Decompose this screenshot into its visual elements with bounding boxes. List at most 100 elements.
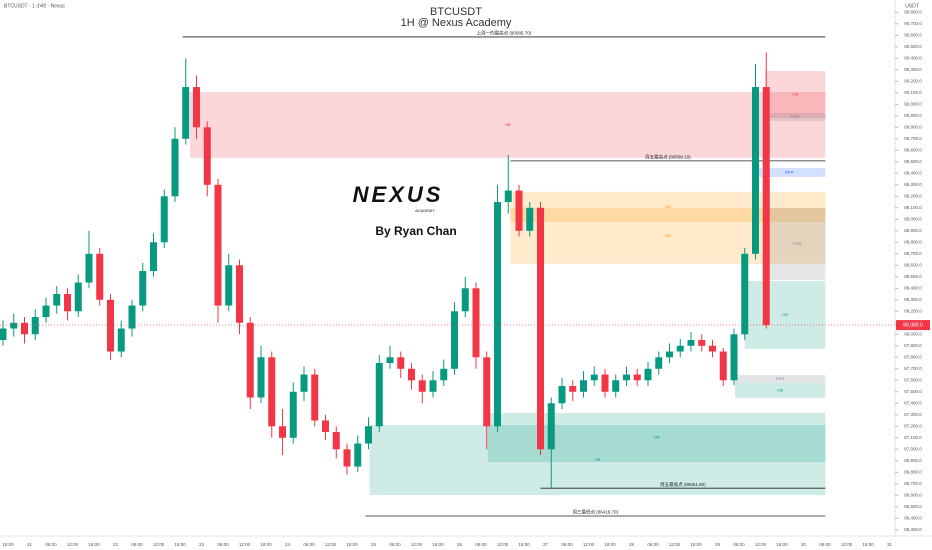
- candle-body: [257, 357, 265, 398]
- y-tick-label: 89,600.0: [904, 147, 922, 152]
- y-tick-label: 89,300.0: [904, 182, 922, 187]
- candle-body: [730, 334, 738, 381]
- candle-body: [107, 299, 114, 352]
- y-tick-label: 87,500.0: [904, 389, 922, 394]
- y-tick-label: 86,900.0: [904, 458, 922, 463]
- y-tick-label: 89,500.0: [904, 159, 922, 164]
- candle-body: [246, 322, 254, 398]
- candle-body: [461, 288, 469, 312]
- candle-body: [429, 380, 437, 392]
- candle-body: [709, 345, 716, 352]
- last-price-label: 88,080.0: [903, 322, 923, 328]
- y-tick-label: 90,800.0: [904, 9, 922, 14]
- x-tick-label: 22: [113, 542, 119, 547]
- x-tick-label: 18:00: [88, 542, 100, 547]
- candle-body: [375, 363, 383, 427]
- zone-label: FVG: [791, 114, 799, 119]
- chart-subtitle: 1H @ Nexus Academy: [401, 17, 512, 29]
- candle-body: [10, 322, 18, 329]
- candle-body: [85, 253, 93, 283]
- candle-body: [494, 202, 501, 427]
- x-tick-label: 18:00: [604, 542, 616, 547]
- candle-body: [644, 368, 652, 381]
- y-tick-label: 86,500.0: [904, 504, 922, 509]
- y-tick-label: 86,400.0: [904, 515, 922, 520]
- x-tick-label: 23: [199, 542, 205, 547]
- candle-body: [42, 305, 50, 318]
- y-tick-label: 87,800.0: [904, 354, 922, 359]
- y-tick-label: 87,900.0: [904, 343, 922, 348]
- candle-body: [601, 374, 609, 392]
- y-tick-label: 88,900.0: [904, 228, 922, 233]
- y-tick-label: 88,500.0: [904, 274, 922, 279]
- candle-body: [590, 374, 598, 381]
- zone-label: FVG: [776, 376, 784, 381]
- zone: [744, 280, 826, 349]
- zone: [510, 207, 826, 264]
- y-tick-label: 87,100.0: [904, 435, 922, 440]
- candle-body: [150, 242, 157, 272]
- candle-body: [762, 87, 770, 326]
- x-tick-label: 18:00: [260, 542, 272, 547]
- candle-body: [236, 265, 243, 323]
- zone: [369, 425, 826, 496]
- zone: [765, 70, 826, 118]
- candle-body: [537, 207, 544, 450]
- candle-body: [64, 294, 71, 312]
- y-tick-label: 90,600.0: [904, 32, 922, 37]
- candle-body: [547, 403, 555, 450]
- level-label: 上周一的最高点 (90585.70): [477, 30, 532, 37]
- y-tick-label: 88,400.0: [904, 285, 922, 290]
- candle-body: [451, 311, 458, 369]
- zone: [510, 191, 826, 222]
- candle-body: [268, 357, 276, 427]
- x-tick-label: 06:00: [217, 542, 229, 547]
- candle-body: [666, 351, 673, 358]
- candle-body: [203, 127, 211, 185]
- x-tick-label: 06:00: [819, 542, 831, 547]
- candle-body: [193, 87, 200, 128]
- x-tick-label: 18:00: [862, 542, 874, 547]
- x-tick-label: 18:00: [346, 542, 358, 547]
- zone-label: BPR: [785, 169, 793, 174]
- x-tick-label: 12:00: [755, 542, 767, 547]
- x-tick-label: 06:00: [561, 542, 573, 547]
- candle-body: [612, 380, 620, 392]
- zone-label: OB: [792, 92, 798, 97]
- y-tick-label: 86,300.0: [904, 527, 922, 532]
- x-tick-label: 18:00: [690, 542, 702, 547]
- candle-body: [289, 391, 297, 438]
- candle-body: [752, 87, 759, 254]
- candle-body: [300, 374, 308, 392]
- y-tick-label: 89,000.0: [904, 216, 922, 221]
- x-tick-label: 06:00: [389, 542, 401, 547]
- zone: [735, 374, 826, 383]
- y-tick-label: 87,700.0: [904, 366, 922, 371]
- candle-body: [558, 386, 566, 404]
- logo: NEXUS: [353, 182, 444, 207]
- plot: OB OB FVG BPR OB OB FVG OB FVG OB OB OB 上周一的最高点 (905…: [0, 30, 826, 517]
- x-tick-label: 29: [715, 542, 721, 547]
- y-tick-label: 89,900.0: [904, 113, 922, 118]
- zone-label: FVG: [793, 241, 801, 246]
- y-tick-label: 88,000.0: [904, 331, 922, 336]
- candle-body: [676, 345, 684, 352]
- y-tick-label: 88,700.0: [904, 251, 922, 256]
- candle-body: [279, 426, 286, 438]
- candle-body: [74, 282, 82, 312]
- y-tick-label: 87,300.0: [904, 412, 922, 417]
- candle-body: [139, 271, 147, 306]
- candle-body: [580, 380, 587, 392]
- x-tick-label: 12:00: [67, 542, 79, 547]
- zone: [769, 207, 826, 280]
- zone: [765, 112, 826, 121]
- y-tick-label: 86,700.0: [904, 481, 922, 486]
- zone-label: OB: [595, 457, 601, 462]
- candle-body: [332, 432, 340, 450]
- candle-body: [623, 374, 630, 381]
- level-label: 周五最高点 (89508.10): [645, 154, 691, 161]
- y-tick-label: 90,000.0: [904, 101, 922, 106]
- x-tick-label: 25: [371, 542, 377, 547]
- candle-body: [418, 380, 426, 392]
